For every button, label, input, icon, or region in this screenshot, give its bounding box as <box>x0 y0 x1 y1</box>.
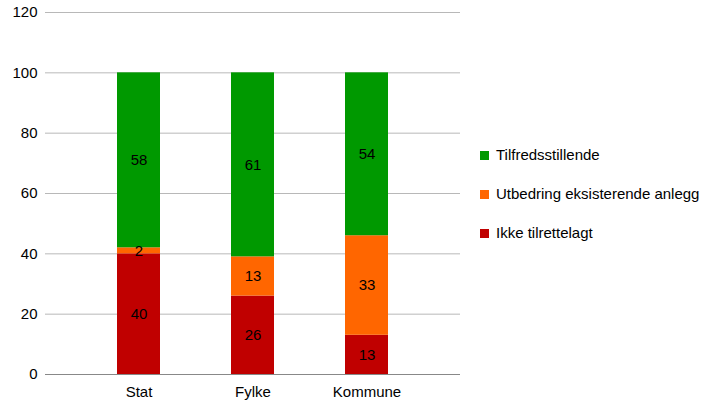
html-text:Ikke tilrettelagt: Ikke tilrettelagt <box>496 224 593 241</box>
svg-text:120: 120 <box>12 3 37 20</box>
svg-text:33: 33 <box>359 276 376 293</box>
svg-text:58: 58 <box>131 151 148 168</box>
svg-text:Kommune: Kommune <box>333 383 401 400</box>
svg-text:80: 80 <box>21 124 38 141</box>
svg-text:20: 20 <box>21 305 38 322</box>
svg-text:40: 40 <box>131 305 148 322</box>
svg-text:100: 100 <box>12 64 37 81</box>
html-text:Utbedring eksisterende anlegg: Utbedring eksisterende anlegg <box>496 185 700 202</box>
svg-text:Stat: Stat <box>126 383 154 400</box>
svg-text:26: 26 <box>245 326 262 343</box>
svg-text:61: 61 <box>245 156 262 173</box>
svg-text:54: 54 <box>359 145 376 162</box>
svg-text:40: 40 <box>21 245 38 262</box>
html-text:Tilfredsstillende: Tilfredsstillende <box>496 146 600 163</box>
svg-text:2: 2 <box>135 242 143 259</box>
svg-text:60: 60 <box>21 184 38 201</box>
svg-text:0: 0 <box>29 365 37 382</box>
svg-text:Fylke: Fylke <box>235 383 271 400</box>
svg-text:13: 13 <box>245 267 262 284</box>
svg-text:13: 13 <box>359 346 376 363</box>
